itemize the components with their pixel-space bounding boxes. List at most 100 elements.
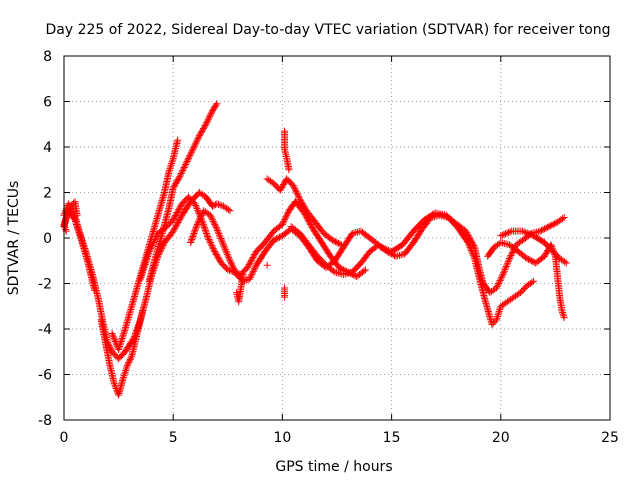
y-tick-label: -8 — [38, 413, 52, 429]
data-point — [468, 248, 476, 256]
data-point — [306, 219, 314, 227]
data-point — [330, 237, 338, 245]
data-point — [225, 266, 233, 274]
data-point — [466, 243, 474, 251]
data-point — [224, 266, 232, 274]
data-point — [200, 222, 208, 230]
data-point — [495, 278, 503, 286]
data-point — [488, 320, 496, 328]
data-point — [175, 217, 183, 225]
data-point — [76, 233, 84, 241]
data-point — [179, 165, 187, 173]
data-point — [219, 239, 227, 247]
data-point — [125, 358, 133, 366]
data-point — [505, 228, 513, 236]
data-point — [380, 244, 388, 252]
data-point — [192, 203, 200, 211]
data-point — [336, 240, 344, 248]
data-point — [559, 310, 567, 318]
data-point — [123, 363, 131, 371]
data-point — [526, 256, 534, 264]
y-tick-label: -4 — [38, 322, 52, 338]
data-point — [273, 235, 281, 243]
data-point — [167, 161, 175, 169]
data-point — [498, 273, 506, 281]
data-point — [214, 253, 222, 261]
data-point — [63, 210, 71, 218]
data-point — [225, 254, 233, 262]
data-point — [522, 228, 530, 236]
data-point — [194, 219, 202, 227]
data-point — [145, 249, 153, 257]
data-point — [144, 251, 152, 259]
data-point — [523, 254, 531, 262]
data-point — [383, 246, 391, 254]
data-point — [507, 251, 515, 259]
data-point — [209, 245, 217, 253]
data-point — [245, 261, 253, 269]
data-point — [126, 355, 134, 363]
data-point — [192, 201, 200, 209]
data-point — [215, 200, 223, 208]
data-point — [152, 232, 160, 240]
data-point — [213, 252, 221, 260]
data-point — [188, 234, 196, 242]
series-trace-f — [263, 175, 345, 249]
tick-marks — [63, 55, 611, 421]
data-point — [271, 236, 279, 244]
data-point — [329, 267, 337, 275]
data-point — [203, 229, 211, 237]
data-point — [215, 255, 223, 263]
data-point — [116, 342, 124, 350]
data-point — [147, 245, 155, 253]
data-point — [220, 242, 228, 250]
data-point — [231, 267, 239, 275]
data-point — [183, 157, 191, 165]
chart-title: Day 225 of 2022, Sidereal Day-to-day VTE… — [45, 22, 610, 38]
data-point — [203, 119, 211, 127]
data-point — [146, 246, 154, 254]
data-point — [329, 236, 337, 244]
data-point — [174, 136, 182, 144]
data-point — [500, 230, 508, 238]
data-point — [209, 217, 217, 225]
data-point — [464, 239, 472, 247]
data-point — [551, 220, 559, 228]
data-point — [121, 370, 129, 378]
series-trace-l — [233, 127, 293, 306]
data-point — [199, 220, 207, 228]
data-point — [377, 243, 385, 251]
data-point — [495, 309, 503, 317]
data-point — [193, 136, 201, 144]
data-point — [176, 214, 184, 222]
data-point — [191, 141, 199, 149]
y-tick-label: 2 — [43, 186, 52, 202]
data-point — [465, 242, 473, 250]
data-point — [169, 216, 177, 224]
data-point — [506, 253, 514, 261]
data-point — [504, 258, 512, 266]
data-point — [246, 275, 254, 283]
data-point — [136, 275, 144, 283]
data-point — [174, 218, 182, 226]
data-point — [151, 236, 159, 244]
data-point — [279, 181, 287, 189]
data-point — [172, 221, 180, 229]
data-point — [116, 341, 124, 349]
data-point — [198, 211, 206, 219]
data-point — [211, 248, 219, 256]
data-point — [147, 243, 155, 251]
y-tick-label: -6 — [38, 368, 52, 384]
data-point — [73, 224, 81, 232]
data-point — [175, 206, 183, 214]
data-point — [228, 261, 236, 269]
data-point — [548, 221, 556, 229]
x-tick-labels: 0 5 10 15 20 25 — [60, 430, 619, 446]
data-point — [298, 198, 306, 206]
data-point — [210, 246, 218, 254]
data-point — [138, 270, 146, 278]
data-point — [289, 182, 297, 190]
data-point — [505, 256, 513, 264]
data-point — [193, 222, 201, 230]
